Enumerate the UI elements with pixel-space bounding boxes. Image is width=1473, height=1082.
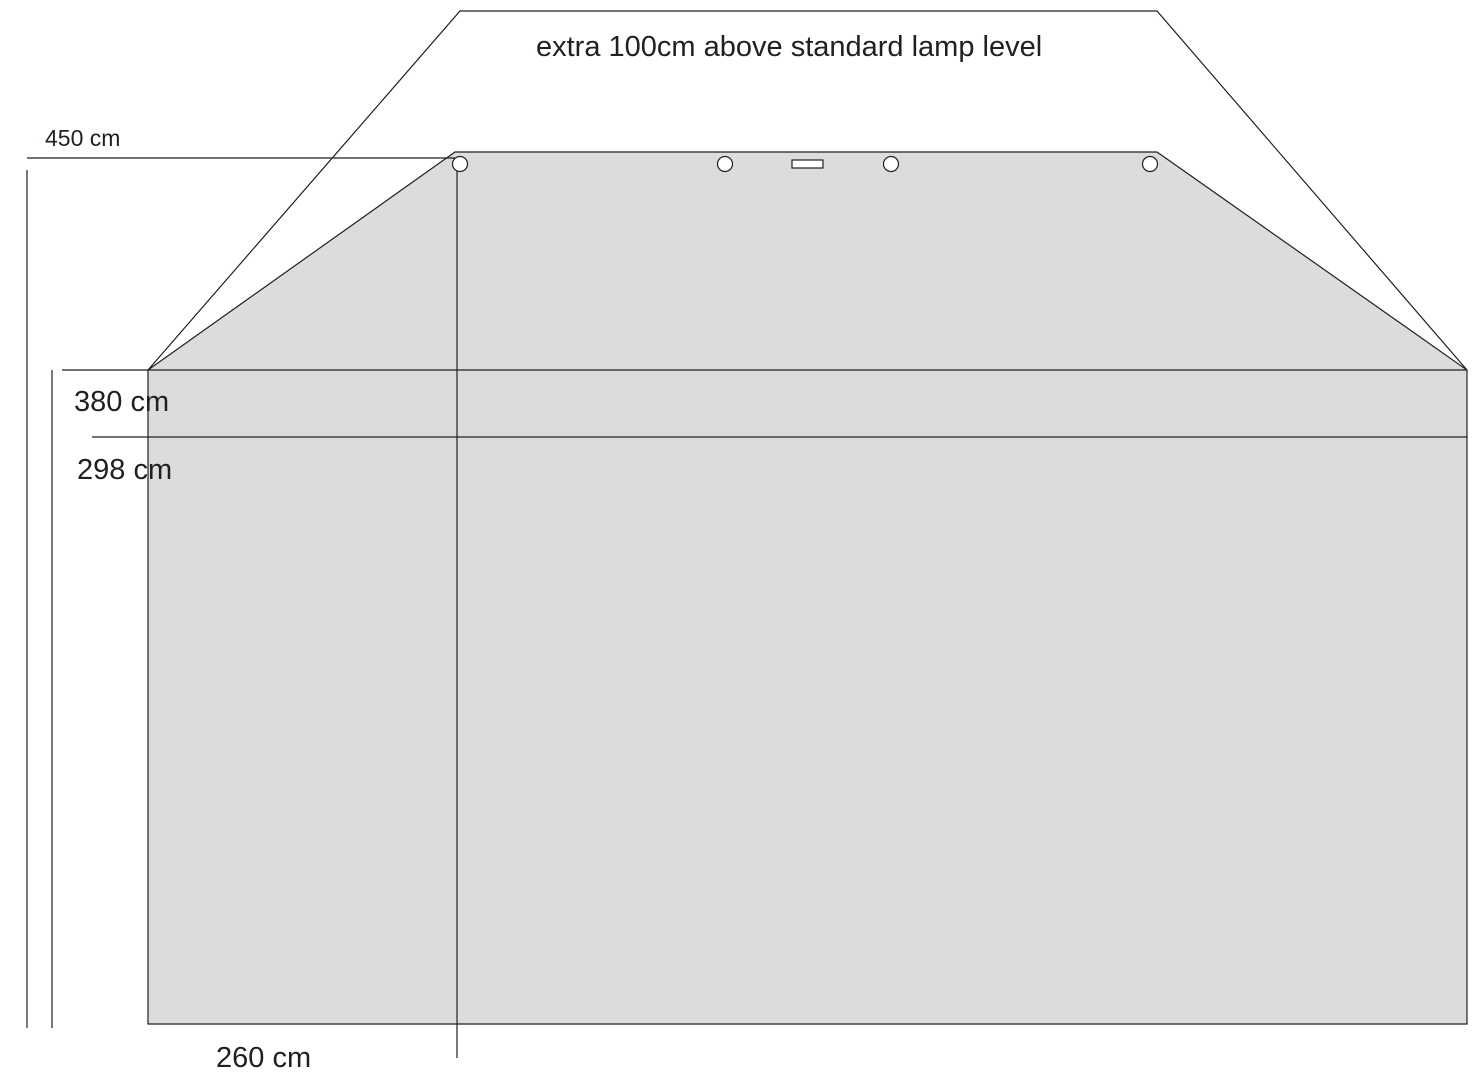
- lamp-marker: [451, 155, 469, 173]
- height-380-label: 380 cm: [74, 386, 170, 418]
- extra-height-label: extra 100cm above standard lamp level: [536, 31, 1043, 63]
- fixture-rectangle: [791, 159, 824, 169]
- floor-area-shape: [147, 151, 1468, 1025]
- height-298-label: 298 cm: [77, 454, 173, 486]
- lamp-marker: [716, 155, 734, 173]
- height-450-label: 450 cm: [45, 125, 121, 151]
- width-260-label: 260 cm: [216, 1042, 312, 1074]
- lamp-marker: [882, 155, 900, 173]
- lamp-marker: [1141, 155, 1159, 173]
- extra-height-outline: [147, 10, 1468, 371]
